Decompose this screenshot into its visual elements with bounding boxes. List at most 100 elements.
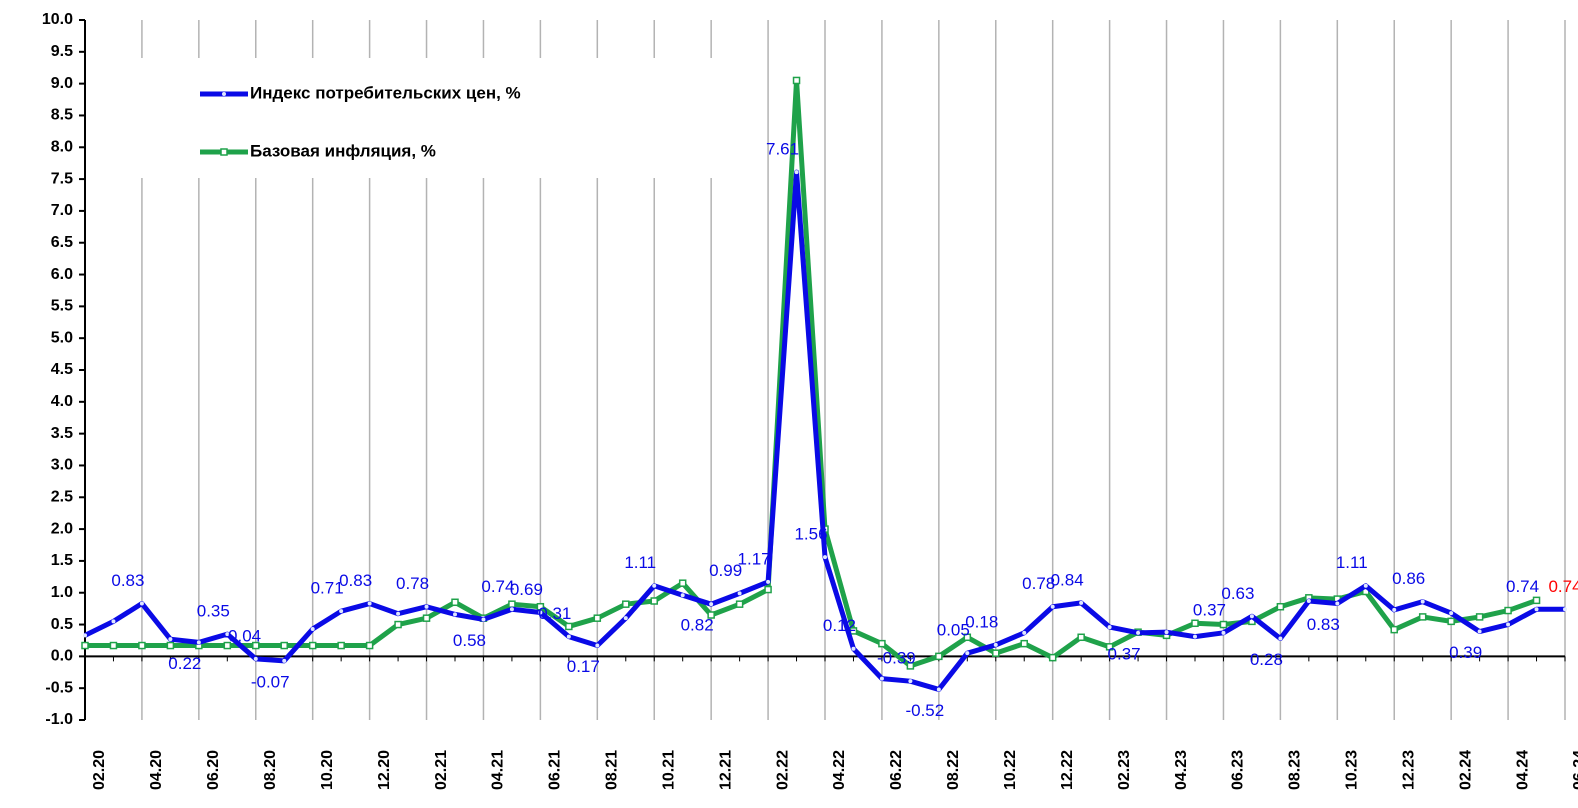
data-label: 1.11 [624, 553, 656, 572]
data-label: 0.83 [1307, 615, 1340, 634]
point [992, 649, 1000, 657]
point [737, 591, 742, 596]
x-tick-label: 12.23 [1400, 750, 1417, 790]
point [593, 614, 602, 622]
point [965, 651, 970, 656]
y-tick-label: 1.0 [51, 584, 73, 601]
point [1221, 630, 1226, 635]
point [1079, 600, 1084, 605]
x-tick-label: 08.21 [604, 750, 621, 790]
point [83, 633, 87, 638]
point [1447, 617, 1455, 626]
data-label: 0.37 [1108, 644, 1141, 663]
data-label: 0.28 [1250, 650, 1283, 669]
y-tick-label: 3.5 [51, 425, 73, 442]
point [1420, 599, 1425, 604]
point [1164, 630, 1169, 635]
point [1475, 613, 1484, 621]
point [993, 642, 998, 647]
y-tick-label: 7.0 [51, 202, 73, 219]
point [109, 641, 118, 650]
point [823, 555, 827, 560]
point [111, 619, 116, 624]
x-tick-label: 04.22 [831, 750, 848, 790]
point [1477, 629, 1482, 634]
x-tick-label: 10.20 [319, 750, 336, 790]
y-tick-label: 0.0 [51, 648, 73, 665]
point [394, 620, 402, 629]
point [1020, 639, 1028, 648]
point [652, 583, 657, 588]
point [1449, 611, 1454, 616]
point [166, 641, 175, 650]
point [451, 598, 459, 607]
point [253, 656, 258, 661]
data-label: 0.17 [567, 657, 600, 676]
x-tick-label: 08.23 [1287, 750, 1304, 790]
point [337, 641, 345, 650]
series-line [85, 77, 1538, 669]
point [936, 687, 941, 692]
point [310, 627, 315, 631]
point [935, 652, 943, 661]
y-tick-label: 0.5 [51, 616, 73, 633]
point [1335, 601, 1340, 606]
y-tick-label: -0.5 [45, 679, 73, 696]
point [1418, 613, 1427, 621]
point [396, 611, 401, 616]
point [453, 612, 457, 617]
point [623, 616, 628, 621]
data-label: -0.52 [905, 701, 944, 720]
data-label: 0.05 [937, 621, 970, 640]
x-tick-label: 10.21 [660, 750, 677, 790]
point [792, 76, 801, 85]
point [81, 641, 89, 650]
point [422, 614, 431, 622]
y-tick-label: 8.0 [51, 138, 73, 155]
data-label: 0.69 [510, 580, 543, 599]
point [851, 646, 856, 651]
point [139, 601, 144, 606]
point [339, 609, 344, 614]
y-tick-label: 1.5 [51, 552, 73, 569]
point [282, 658, 287, 663]
x-tick-label: 06.21 [547, 750, 564, 790]
data-label: 0.71 [311, 579, 344, 598]
point [1107, 625, 1112, 630]
data-label: 1.56 [794, 525, 827, 544]
point [680, 593, 685, 598]
point [509, 607, 514, 612]
data-label: -0.04 [222, 626, 261, 645]
point [1534, 607, 1539, 612]
legend-label: Базовая инфляция, % [250, 141, 436, 160]
data-label: 0.74 [1506, 577, 1539, 596]
x-tick-label: 08.20 [262, 750, 279, 790]
data-label: 0.84 [1051, 570, 1084, 589]
data-label: -0.39 [877, 649, 916, 668]
point [1048, 653, 1057, 662]
data-label: 0.18 [965, 612, 998, 631]
point [538, 610, 543, 615]
x-tick-label: 02.22 [774, 750, 791, 790]
data-label: 0.74 [1548, 577, 1578, 596]
point [308, 641, 317, 650]
legend-marker [220, 148, 228, 156]
point [1077, 633, 1085, 642]
data-label: 7.61 [766, 140, 799, 159]
data-label: 0.86 [1392, 569, 1425, 588]
point [1563, 607, 1567, 612]
data-label: 0.78 [396, 574, 429, 593]
data-label: 0.35 [197, 602, 230, 621]
y-tick-label: 5.0 [51, 329, 73, 346]
x-tick-label: 02.21 [433, 750, 450, 790]
x-tick-label: 06.24 [1571, 750, 1578, 790]
point [678, 579, 687, 587]
data-label: 1.17 [738, 549, 771, 568]
data-label: 0.37 [1193, 600, 1226, 619]
point [1193, 634, 1197, 639]
y-tick-label: 9.5 [51, 43, 73, 60]
x-tick-label: 10.23 [1344, 750, 1361, 790]
data-label: 0.82 [681, 616, 714, 635]
x-tick-label: 12.20 [376, 750, 393, 790]
y-tick-label: 9.0 [51, 75, 73, 92]
